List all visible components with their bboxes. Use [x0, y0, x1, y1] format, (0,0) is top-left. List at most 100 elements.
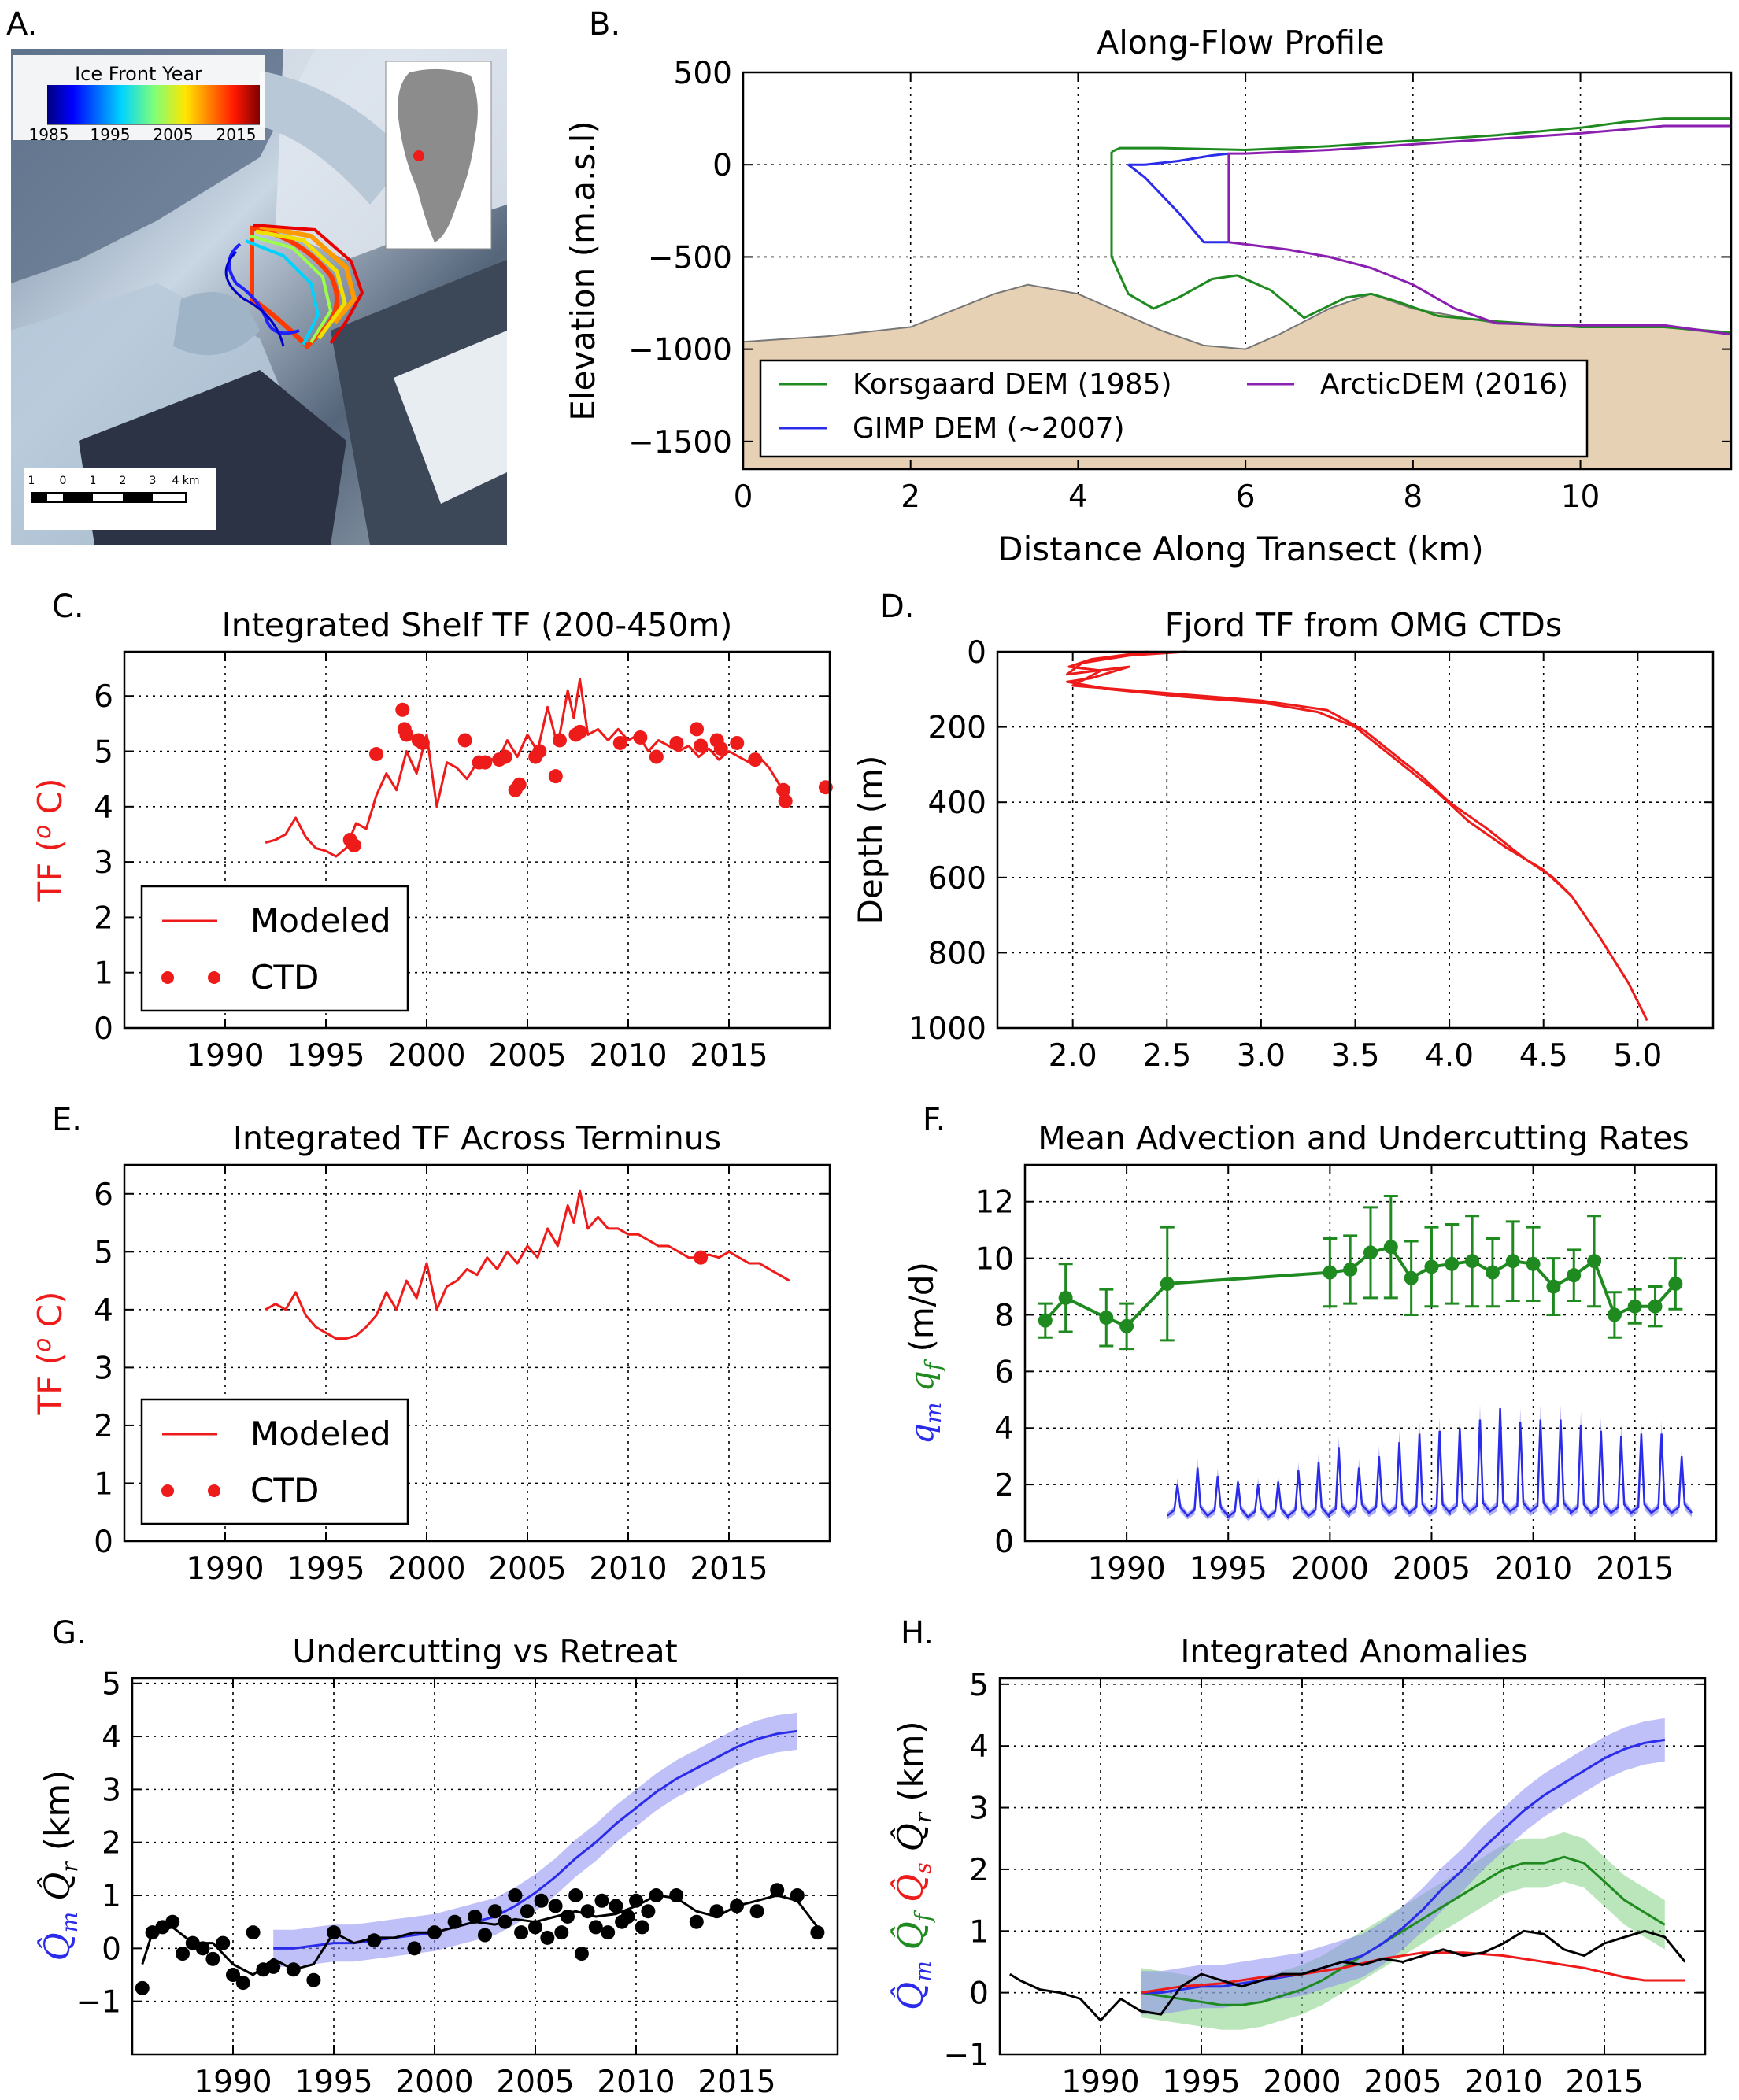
- panel-e-legend: [140, 1398, 409, 1525]
- qf-point: [1363, 1245, 1378, 1260]
- qr-point: [266, 1959, 281, 1974]
- x-tick-label: 2010: [589, 1551, 667, 1587]
- panel-b: B. Along-Flow Profile 0 2 4 6 8 10 500 0 −500 −10…: [564, 6, 1733, 568]
- scale-tick-1: 1: [90, 475, 97, 487]
- qr-point: [447, 1914, 462, 1929]
- x-tick-label: 2010: [1494, 1551, 1572, 1587]
- panel-g: G. Undercutting vs Retreat 1990 1995 2000 2…: [36, 1615, 839, 2100]
- y-tick-label: 800: [928, 936, 986, 971]
- qr-point: [540, 1930, 555, 1945]
- qf-point: [1567, 1268, 1582, 1283]
- ctd-profile-2: [1067, 650, 1573, 897]
- colorbar-tick-2015: 2015: [216, 125, 257, 144]
- qr-point: [478, 1928, 492, 1943]
- legend-label-korsgaard: Korsgaard DEM (1985): [853, 368, 1172, 401]
- qm-band: [273, 1712, 797, 1967]
- y-tick-label: 4: [94, 1293, 113, 1329]
- y-tick-label: −1000: [628, 333, 732, 368]
- x-tick-label: 2015: [690, 1038, 768, 1074]
- qr-point: [548, 1899, 563, 1913]
- x-tick-label: 2005: [488, 1038, 566, 1074]
- qf-point: [1160, 1276, 1175, 1291]
- legend-swatch-ctd-2: [208, 971, 220, 984]
- ctd-point: [778, 793, 793, 808]
- ctd-point: [649, 749, 664, 764]
- qr-point: [520, 1904, 535, 1919]
- scale-tick-3: 3: [150, 475, 157, 487]
- ctd-point: [713, 741, 728, 756]
- x-tick-label: 1990: [1087, 1551, 1165, 1587]
- y-tick-label: 0: [967, 635, 986, 671]
- qf-line: [1140, 1855, 1666, 2006]
- panel-a: A. Ice Front Year 1985 1995: [6, 6, 507, 545]
- y-tick-label: 0: [94, 1011, 113, 1047]
- x-tick-label: 2015: [697, 2065, 775, 2100]
- qr-point: [641, 1904, 656, 1919]
- qr-point: [514, 1925, 529, 1940]
- qr-line: [1009, 1929, 1686, 2022]
- scale-tick-1a: 1: [28, 475, 35, 487]
- ctd-profile-1: [1066, 650, 1648, 1022]
- ctd-point: [669, 735, 684, 750]
- qf-point: [1668, 1276, 1683, 1291]
- x-tick-label: 1990: [1061, 2065, 1139, 2100]
- qr-point: [560, 1909, 575, 1924]
- y-tick-label: −1: [944, 2038, 990, 2073]
- ctd-point: [633, 730, 648, 745]
- x-tick-label: 10: [1561, 479, 1600, 515]
- qf-point: [1485, 1265, 1500, 1280]
- qr-point: [601, 1925, 616, 1940]
- ctd-point: [548, 769, 563, 784]
- qm-band: [1141, 1717, 1665, 2015]
- qf-point: [1587, 1254, 1602, 1269]
- x-tick-label: 2000: [1291, 1551, 1369, 1587]
- panel-c-legend: [140, 885, 409, 1012]
- qr-point: [327, 1925, 341, 1940]
- qr-point: [246, 1925, 261, 1940]
- x-tick-label: 4: [1068, 479, 1088, 515]
- qr-point: [810, 1925, 825, 1940]
- qr-point: [498, 1914, 512, 1929]
- y-tick-label: 500: [674, 56, 732, 91]
- legend-swatch-ctd-e-1: [161, 1484, 174, 1497]
- qr-point: [216, 1935, 231, 1950]
- qr-point: [508, 1888, 523, 1903]
- qr-point: [135, 1980, 150, 1995]
- ctd-point: [694, 738, 709, 753]
- qf-point: [1119, 1318, 1134, 1333]
- qf-point: [1383, 1240, 1398, 1255]
- x-tick-label: 2010: [589, 1038, 667, 1074]
- qf-point: [1424, 1259, 1439, 1274]
- panel-c-title: Integrated Shelf TF (200-450m): [222, 606, 733, 644]
- x-tick-label: 2000: [1263, 2065, 1341, 2100]
- legend-label-ctd: CTD: [250, 958, 319, 996]
- qr-point: [195, 1941, 210, 1956]
- y-tick-label: 8: [994, 1298, 1014, 1333]
- y-tick-label: 3: [94, 1351, 113, 1386]
- y-tick-label: 12: [975, 1185, 1014, 1221]
- panel-b-legend: [759, 359, 1589, 458]
- ctd-point: [498, 749, 512, 764]
- ctd-point: [457, 733, 472, 748]
- panel-b-axes: [742, 71, 1733, 471]
- qr-point: [534, 1893, 549, 1908]
- y-tick-label: 0: [102, 1932, 121, 1967]
- y-tick-label: 1: [102, 1879, 121, 1914]
- panel-b-xlabel: Distance Along Transect (km): [997, 530, 1483, 568]
- qr-point: [528, 1920, 542, 1935]
- y-tick-label: 2: [94, 1409, 113, 1444]
- qf-point: [1465, 1254, 1480, 1269]
- y-tick-label: 5: [94, 1235, 113, 1270]
- qr-point: [635, 1920, 649, 1935]
- scale-tick-4: 4 km: [172, 475, 199, 487]
- qr-point: [588, 1920, 603, 1935]
- x-tick-label: 1995: [1190, 1551, 1267, 1587]
- y-tick-label: 0: [712, 148, 732, 183]
- qf-point: [1343, 1262, 1358, 1277]
- qf-point: [1505, 1254, 1520, 1269]
- y-tick-label: 6: [94, 1178, 113, 1213]
- x-tick-label: 0: [734, 479, 753, 515]
- x-tick-label: 6: [1236, 479, 1256, 515]
- panel-f-title: Mean Advection and Undercutting Rates: [1038, 1119, 1689, 1157]
